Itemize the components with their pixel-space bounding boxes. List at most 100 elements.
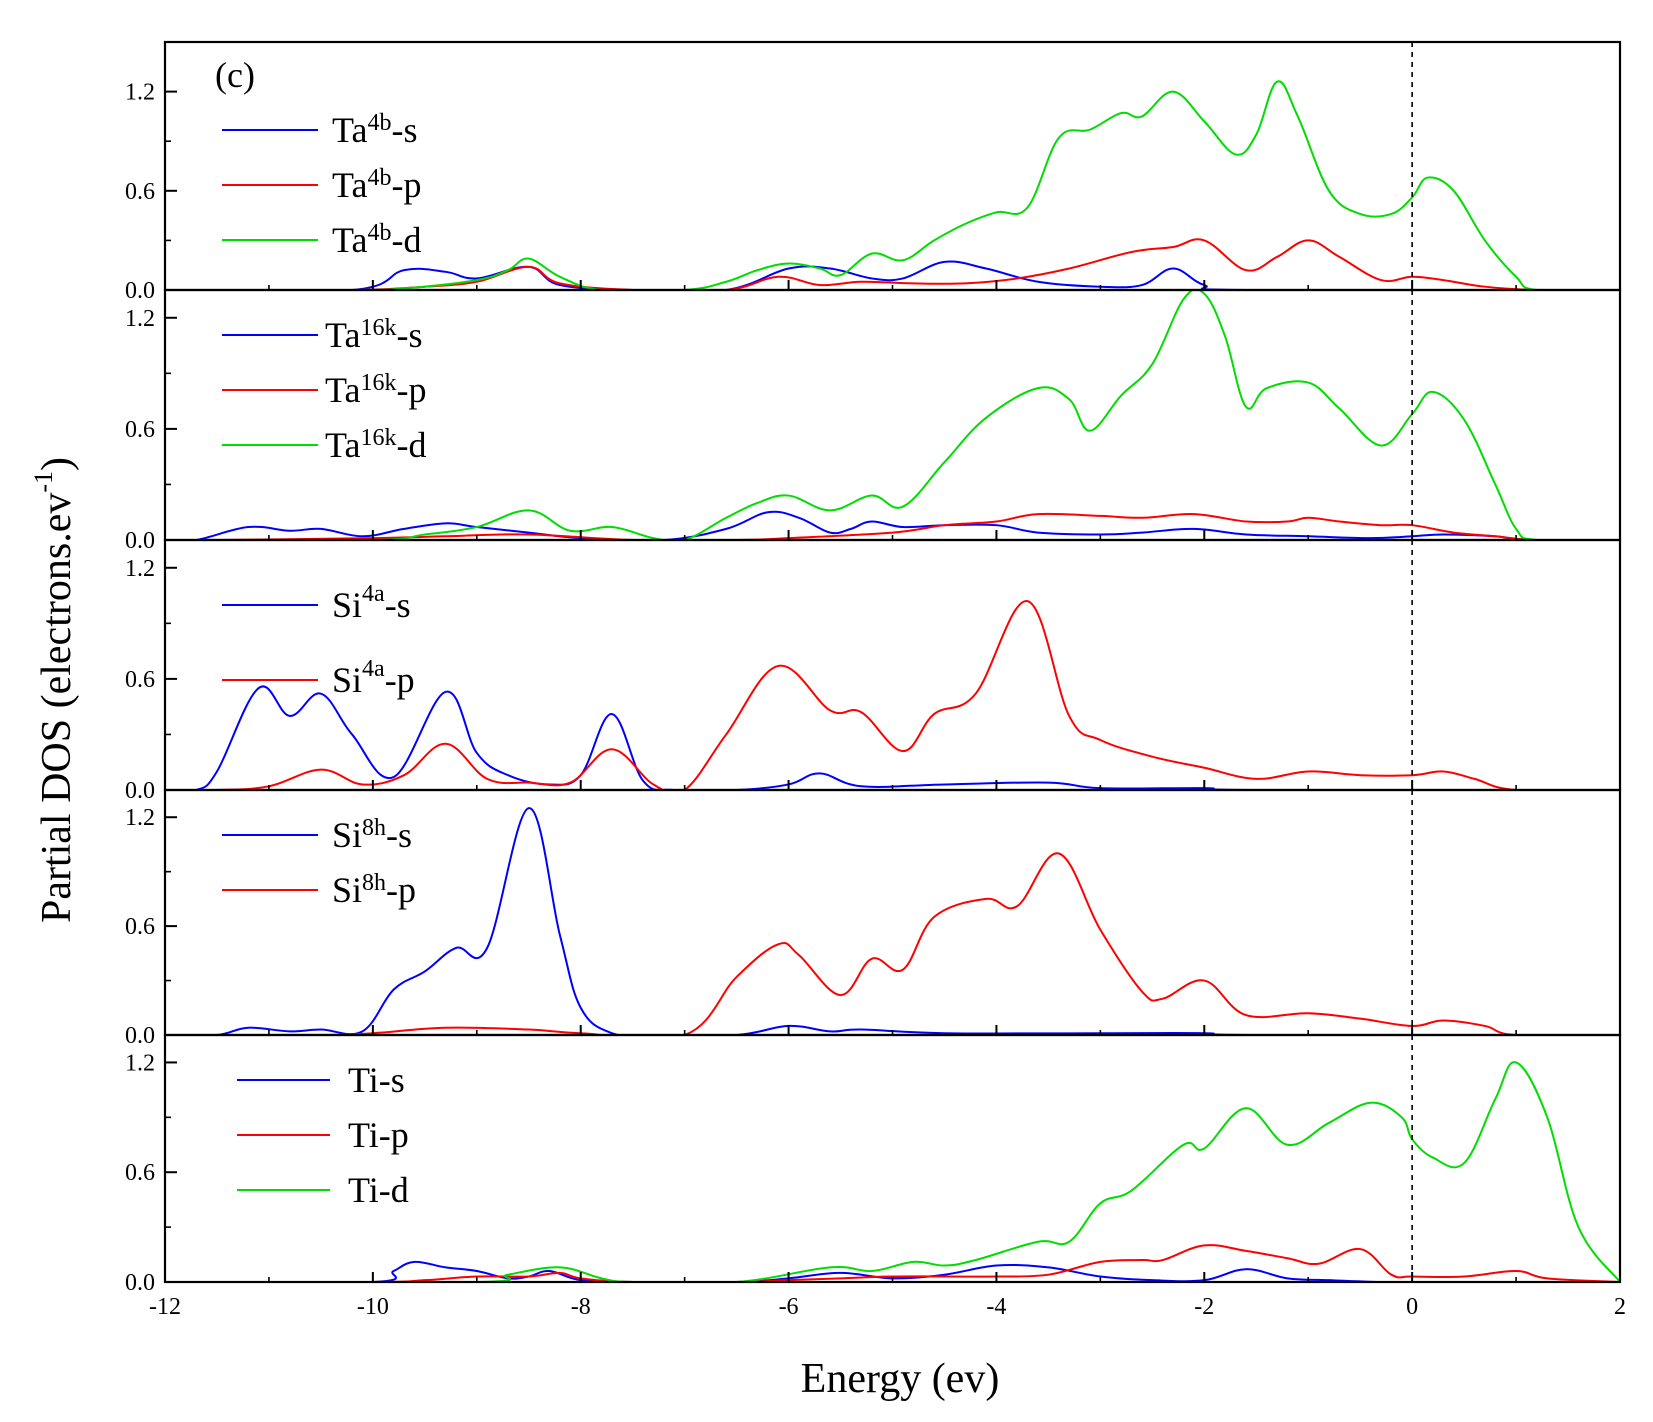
- legend-item-si8h-p: Si8h-p: [222, 870, 416, 910]
- y-tick-label: 0.6: [125, 417, 155, 443]
- legend-item-ta4b-p: Ta4b-p: [222, 165, 421, 205]
- series-line-ti-p: [165, 1244, 1620, 1282]
- legend-label-suffix: -s: [396, 315, 422, 355]
- series-line-ti-d: [165, 1061, 1620, 1282]
- panel-label: (c): [215, 55, 255, 95]
- x-tick-label: -8: [571, 1294, 591, 1320]
- legend-label-suffix: -s: [385, 585, 411, 625]
- y-tick-label: 1.2: [125, 80, 155, 106]
- y-tick-label: 0.0: [125, 528, 155, 554]
- series-line-ta16k-p: [165, 512, 1620, 540]
- y-tick-label: 0.0: [125, 278, 155, 304]
- panel-curves: [165, 600, 1620, 790]
- legend-item-ta4b-s: Ta4b-s: [222, 110, 417, 150]
- legend-label: Ta16k-s: [325, 315, 422, 355]
- legend-label-suffix: -p: [386, 870, 416, 910]
- legend-label: Si8h-p: [332, 870, 416, 910]
- y-tick-label: 0.0: [125, 778, 155, 804]
- x-axis: -12 -10 -8 -6 -4 -2 0 2: [149, 1294, 1626, 1320]
- legend-label-suffix: -s: [386, 815, 412, 855]
- legend-item-si4a-p: Si4a-p: [222, 656, 415, 700]
- y-tick-label: 1.2: [125, 306, 155, 332]
- legend-label-suffix: -d: [391, 220, 421, 260]
- y-tick-label: 1.2: [125, 1050, 155, 1076]
- legend-item-ta4b-d: Ta4b-d: [222, 220, 421, 260]
- legend-label-base: Ta: [332, 110, 367, 150]
- legend-label-base: Ta: [325, 425, 360, 465]
- y-axis-title: Partial DOS (electrons.ev-1): [29, 457, 80, 923]
- legend-label-sup: 16k: [360, 315, 396, 341]
- legend-label-suffix: -p: [385, 660, 415, 700]
- legend-item-ti-d: Ti-d: [237, 1170, 409, 1210]
- x-tick-label: 0: [1406, 1294, 1418, 1320]
- legend-label-sup: 4b: [367, 110, 391, 136]
- legend-label-base: Ta: [332, 220, 367, 260]
- legend-item-ta16k-p: Ta16k-p: [222, 370, 426, 410]
- legend-label-sup: 16k: [360, 370, 396, 396]
- legend-item-ta16k-s: Ta16k-s: [222, 315, 422, 355]
- legend-label-sup: 8h: [362, 870, 386, 896]
- x-tick-label: -4: [986, 1294, 1006, 1320]
- y-tick-label: 0.6: [125, 1160, 155, 1186]
- legend-label-base: Si: [332, 585, 362, 625]
- x-tick-label: -12: [149, 1294, 181, 1320]
- panel-5: 0.0 0.6 1.2 Ti-s Ti-p Ti-d: [125, 1033, 1622, 1296]
- legend-label: Ta4b-s: [332, 110, 417, 150]
- legend-label-base: Ti-p: [348, 1115, 409, 1155]
- x-tick-label: -2: [1194, 1294, 1214, 1320]
- legend-label-base: Ti-d: [348, 1170, 409, 1210]
- legend-label: Ta4b-d: [332, 220, 421, 260]
- legend-label-suffix: -p: [396, 370, 426, 410]
- y-tick-label: 0.0: [125, 1023, 155, 1049]
- legend-label: Ta4b-p: [332, 165, 421, 205]
- legend-label-sup: 4a: [362, 656, 385, 682]
- legend-label-base: Si: [332, 870, 362, 910]
- legend-label-suffix: -p: [391, 165, 421, 205]
- legend-label-suffix: -d: [396, 425, 426, 465]
- legend-label: Ti-s: [348, 1060, 405, 1100]
- x-tick-label: 2: [1614, 1294, 1626, 1320]
- legend-label-suffix: -s: [391, 110, 417, 150]
- series-line-ta4b-p: [165, 238, 1620, 290]
- x-tick-label: -6: [779, 1294, 799, 1320]
- y-axis-title-close: ): [34, 457, 80, 471]
- legend-label: Ta16k-d: [325, 425, 426, 465]
- legend-label: Si4a-s: [332, 581, 411, 625]
- series-line-ta4b-s: [165, 260, 1620, 290]
- legend-label-base: Ta: [332, 165, 367, 205]
- panel-curves: [165, 807, 1620, 1035]
- legend-label-base: Ti-s: [348, 1060, 405, 1100]
- y-axis-title-main: Partial DOS (electrons.ev: [34, 493, 80, 923]
- y-tick-label: 0.0: [125, 1270, 155, 1296]
- legend-label-sup: 4a: [362, 581, 385, 607]
- legend-label: Si4a-p: [332, 656, 415, 700]
- series-line-ta16k-s: [165, 510, 1620, 540]
- legend-label-sup: 4b: [367, 220, 391, 246]
- legend-label-base: Si: [332, 660, 362, 700]
- series-line-si8h-p: [165, 852, 1620, 1035]
- legend-label: Ti-d: [348, 1170, 409, 1210]
- legend-item-ta16k-d: Ta16k-d: [222, 425, 426, 465]
- panel-curves: [165, 80, 1620, 290]
- legend-item-ti-s: Ti-s: [237, 1060, 405, 1100]
- legend-item-si4a-s: Si4a-s: [222, 581, 411, 625]
- legend-label-sup: 4b: [367, 165, 391, 191]
- x-tick-label: -10: [357, 1294, 389, 1320]
- x-axis-title: Energy (ev): [801, 1356, 1000, 1402]
- legend-label-base: Ta: [325, 315, 360, 355]
- legend-label: Si8h-s: [332, 815, 412, 855]
- series-line-si4a-s: [165, 685, 1620, 790]
- y-tick-label: 1.2: [125, 556, 155, 582]
- legend-label: Ti-p: [348, 1115, 409, 1155]
- legend-label-base: Si: [332, 815, 362, 855]
- series-line-si8h-s: [165, 807, 1620, 1035]
- y-tick-label: 0.6: [125, 179, 155, 205]
- legend-item-si8h-s: Si8h-s: [222, 815, 412, 855]
- y-tick-label: 0.6: [125, 667, 155, 693]
